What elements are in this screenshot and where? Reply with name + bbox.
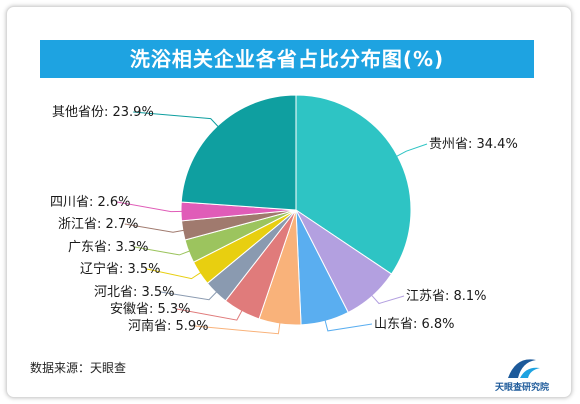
logo-icon bbox=[508, 359, 540, 378]
slice-label: 安徽省: 5.3% bbox=[110, 302, 191, 317]
leader-line bbox=[370, 294, 405, 305]
slice-label: 河南省: 5.9% bbox=[128, 318, 209, 334]
logo-text: 天眼查研究院 bbox=[494, 383, 549, 393]
leader-line bbox=[124, 223, 185, 233]
leader-line bbox=[133, 111, 220, 128]
leader-line bbox=[116, 201, 184, 213]
slice-label: 其他省份: 23.9% bbox=[52, 105, 154, 120]
data-source: 数据来源：天眼查 bbox=[30, 361, 127, 375]
leader-line bbox=[324, 319, 373, 332]
slice-label: 辽宁省: 3.5% bbox=[80, 261, 161, 277]
slice-label: 江苏省: 8.1% bbox=[406, 288, 487, 304]
slice-label: 贵州省: 34.4% bbox=[429, 137, 518, 152]
leader-line bbox=[146, 268, 202, 280]
slice-label: 河北省: 3.5% bbox=[94, 285, 175, 300]
pie-slice bbox=[180, 94, 297, 211]
tianyancha-logo: 天眼查研究院 bbox=[482, 352, 562, 398]
leader-line bbox=[194, 321, 281, 335]
leader-line bbox=[395, 143, 428, 158]
slice-label: 山东省: 6.8% bbox=[374, 317, 455, 332]
slice-label: 浙江省: 2.7% bbox=[58, 217, 139, 232]
leader-line bbox=[160, 290, 218, 301]
slice-label: 四川省: 2.6% bbox=[50, 195, 131, 210]
chart-title: 洗浴相关企业各省占比分布图(%) bbox=[40, 40, 534, 78]
leader-line bbox=[134, 246, 191, 256]
slice-label: 广东省: 3.3% bbox=[68, 240, 149, 255]
leader-line bbox=[176, 308, 243, 321]
